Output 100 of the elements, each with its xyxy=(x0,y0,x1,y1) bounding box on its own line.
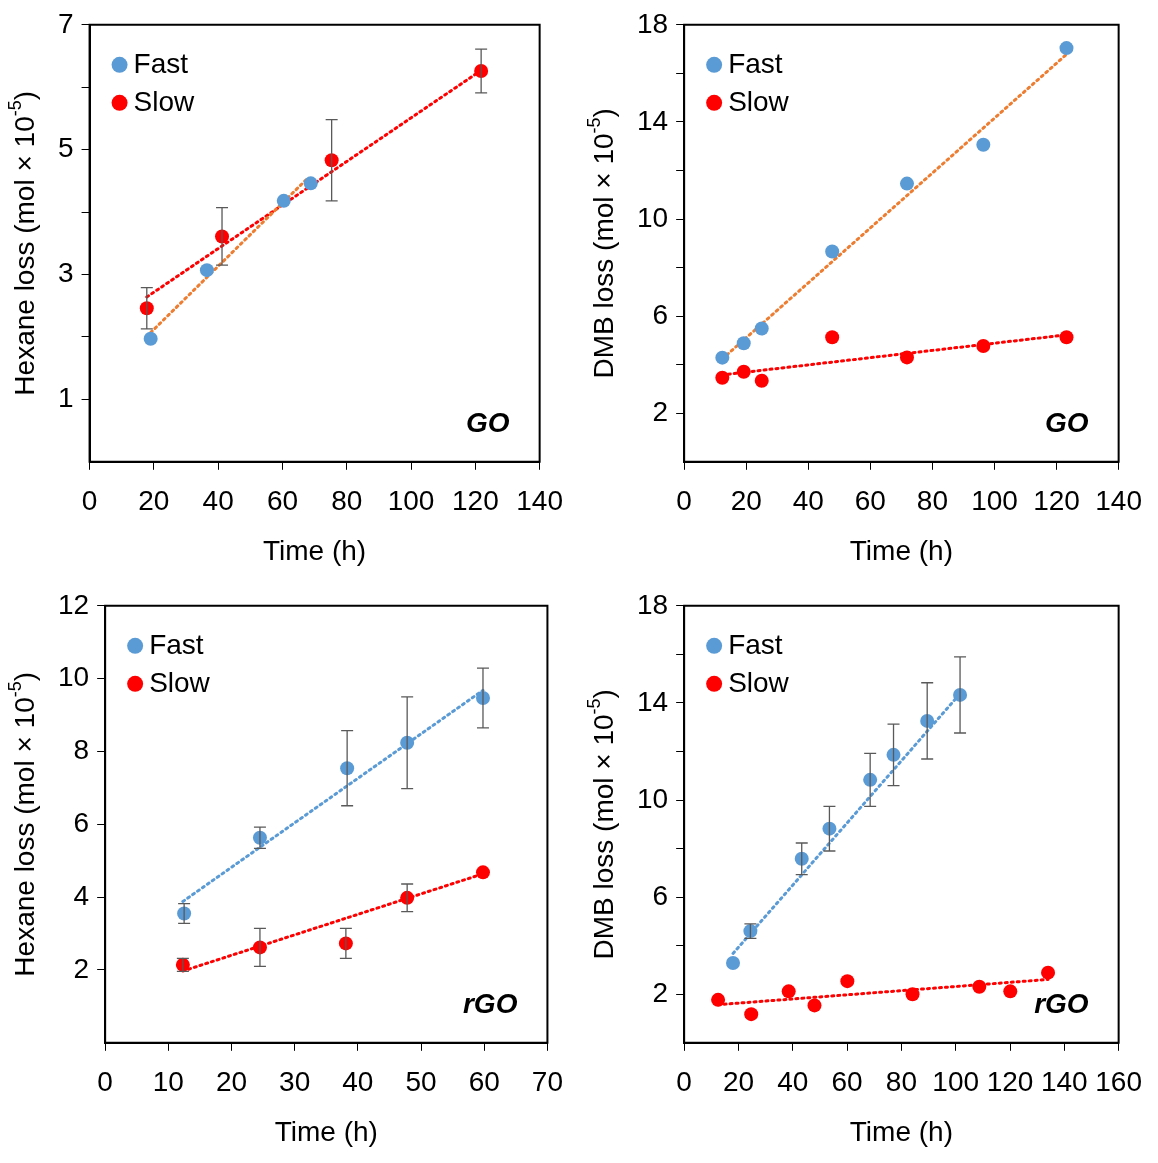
point xyxy=(899,350,914,365)
point xyxy=(754,373,769,388)
point xyxy=(711,992,726,1007)
x-tick-label: 120 xyxy=(986,1066,1034,1098)
y-axis-title: Hexane loss (mol × 10-5) xyxy=(4,90,40,396)
y-tick-label: 18 xyxy=(636,7,669,39)
point xyxy=(825,330,840,345)
x-tick-label: 100 xyxy=(971,485,1018,517)
x-tick-label: 120 xyxy=(451,485,499,517)
y-tick-label: 10 xyxy=(57,661,90,693)
x-tick-label: 120 xyxy=(1033,485,1080,517)
y-tick-label: 10 xyxy=(636,782,669,814)
point xyxy=(976,339,991,353)
x-axis-title: Time (h) xyxy=(849,1115,953,1147)
x-tick-label: 40 xyxy=(342,1066,374,1098)
point xyxy=(863,772,878,787)
point xyxy=(1003,984,1018,999)
y-tick-label: 5 xyxy=(57,132,74,164)
y-tick-label: 7 xyxy=(57,7,74,39)
point xyxy=(972,979,987,994)
point xyxy=(303,176,318,191)
y-tick-label: 6 xyxy=(652,298,669,330)
x-tick-label: 10 xyxy=(152,1066,184,1098)
legend-label: Slow xyxy=(728,85,790,117)
point xyxy=(920,713,935,728)
y-tick-label: 3 xyxy=(57,257,74,289)
x-tick-label: 50 xyxy=(405,1066,437,1098)
y-tick-label: 6 xyxy=(652,879,669,911)
point xyxy=(276,193,291,208)
point xyxy=(1059,330,1074,345)
point xyxy=(825,244,840,259)
x-tick-label: 30 xyxy=(279,1066,311,1098)
x-tick-label: 0 xyxy=(81,485,98,517)
point xyxy=(736,336,751,351)
x-tick-label: 0 xyxy=(676,485,692,517)
x-tick-label: 40 xyxy=(792,485,824,517)
x-axis-title: Time (h) xyxy=(263,534,367,566)
point xyxy=(143,331,158,346)
x-tick-label: 100 xyxy=(932,1066,980,1098)
point xyxy=(726,955,741,970)
y-tick-label: 1 xyxy=(57,382,74,414)
annotation: GO xyxy=(1045,406,1089,438)
y-tick-label: 14 xyxy=(636,685,669,717)
point xyxy=(736,364,751,379)
x-tick-label: 40 xyxy=(777,1066,809,1098)
legend-label: Fast xyxy=(149,628,204,660)
point xyxy=(1041,965,1056,980)
legend-label: Slow xyxy=(133,85,196,117)
point xyxy=(715,370,730,385)
legend-label: Fast xyxy=(728,628,783,660)
legend-label: Fast xyxy=(133,47,189,79)
y-axis-title: DMB loss (mol × 10-5) xyxy=(583,108,619,379)
point xyxy=(905,987,920,1002)
x-tick-label: 140 xyxy=(516,485,563,517)
point xyxy=(139,301,154,316)
y-tick-label: 6 xyxy=(73,807,90,839)
point xyxy=(715,350,730,365)
x-tick-label: 20 xyxy=(138,485,170,517)
x-tick-label: 20 xyxy=(722,1066,755,1098)
y-tick-label: 14 xyxy=(636,104,669,136)
point xyxy=(899,176,914,191)
legend-label: Slow xyxy=(149,666,211,698)
x-tick-label: 0 xyxy=(97,1066,113,1098)
y-axis-title: DMB loss (mol × 10-5) xyxy=(583,689,619,960)
x-tick-label: 140 xyxy=(1040,1066,1088,1098)
x-tick-label: 60 xyxy=(831,1066,863,1098)
point xyxy=(840,974,855,989)
y-tick-label: 2 xyxy=(652,976,669,1008)
y-tick-label: 12 xyxy=(57,588,90,620)
x-tick-label: 80 xyxy=(916,485,949,517)
annotation: rGO xyxy=(1034,987,1089,1019)
x-tick-label: 0 xyxy=(676,1066,692,1098)
x-tick-label: 60 xyxy=(468,1066,500,1098)
y-tick-label: 2 xyxy=(652,395,669,427)
x-tick-label: 80 xyxy=(885,1066,917,1098)
x-axis-title: Time (h) xyxy=(849,534,953,566)
y-tick-label: 4 xyxy=(73,879,90,911)
legend-label: Fast xyxy=(728,47,783,79)
point xyxy=(400,890,415,905)
point xyxy=(976,137,991,152)
x-tick-label: 140 xyxy=(1095,485,1142,517)
x-tick-label: 80 xyxy=(331,485,363,517)
x-tick-label: 60 xyxy=(854,485,886,517)
x-tick-label: 20 xyxy=(215,1066,248,1098)
point xyxy=(199,263,214,278)
point xyxy=(744,1007,759,1022)
point xyxy=(754,321,769,336)
y-tick-label: 18 xyxy=(636,588,669,620)
annotation: GO xyxy=(466,406,510,438)
y-tick-label: 10 xyxy=(636,201,669,233)
annotation: rGO xyxy=(462,987,518,1019)
point xyxy=(400,735,415,750)
y-tick-label: 2 xyxy=(73,952,90,984)
x-axis-title: Time (h) xyxy=(274,1115,378,1147)
point xyxy=(781,984,796,999)
x-tick-label: 100 xyxy=(387,485,435,517)
x-tick-label: 60 xyxy=(266,485,299,517)
legend-label: Slow xyxy=(728,666,790,698)
point xyxy=(807,998,822,1013)
y-tick-label: 8 xyxy=(73,734,90,766)
